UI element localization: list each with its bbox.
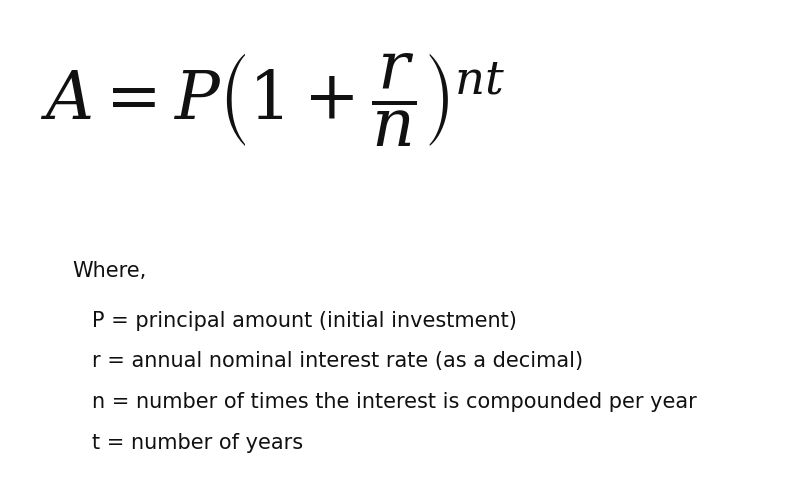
Text: n = number of times the interest is compounded per year: n = number of times the interest is comp… [92,392,697,412]
Text: P = principal amount (initial investment): P = principal amount (initial investment… [92,311,517,331]
Text: t = number of years: t = number of years [92,433,303,453]
Text: Where,: Where, [72,261,146,281]
Text: $\mathit{A} = P\left(1 + \dfrac{r}{n}\right)^{nt}$: $\mathit{A} = P\left(1 + \dfrac{r}{n}\ri… [40,51,505,148]
Text: r = annual nominal interest rate (as a decimal): r = annual nominal interest rate (as a d… [92,351,583,371]
